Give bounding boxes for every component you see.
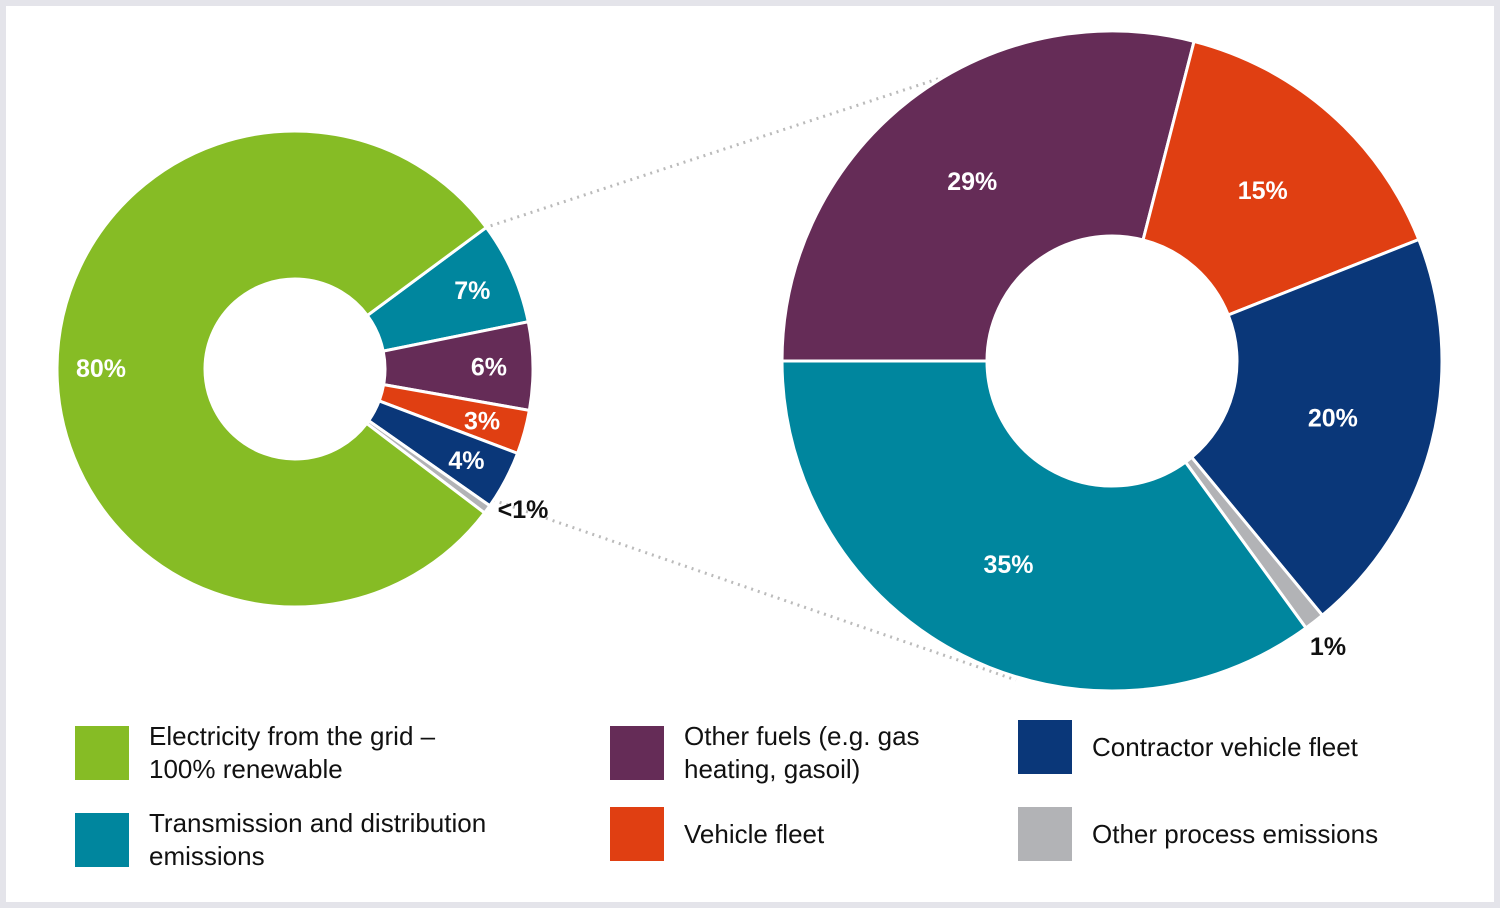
data-label-other_fuels: 29% <box>947 168 997 196</box>
slice-transmission <box>780 359 1309 693</box>
legend-swatch <box>610 726 664 780</box>
connector-line-bottom <box>492 498 1017 682</box>
legend-item-contractor: Contractor vehicle fleet <box>1018 720 1358 774</box>
legend-swatch <box>1018 807 1072 861</box>
legend-label: Contractor vehicle fleet <box>1092 731 1358 762</box>
data-label-contractor: 4% <box>448 447 484 475</box>
data-label-other_process: 1% <box>1310 633 1346 661</box>
legend-label: Other process emissions <box>1092 818 1379 849</box>
slice-vehicle_fleet <box>1141 39 1421 317</box>
legend-swatch <box>1018 720 1072 774</box>
legend-item-transmission: Transmission and distribution emissions <box>75 807 486 873</box>
data-label-vehicle_fleet: 3% <box>464 407 500 435</box>
legend-label: Vehicle fleet <box>684 818 825 849</box>
connector-line-top <box>483 66 972 230</box>
legend-swatch <box>75 726 129 780</box>
data-label-contractor: 20% <box>1308 405 1358 433</box>
data-label-vehicle_fleet: 15% <box>1238 177 1288 205</box>
data-label-other_process: <1% <box>498 496 549 524</box>
data-label-electricity: 80% <box>76 355 126 383</box>
chart-frame: 7% 6% 3% 4% <1% 80% 29% 15% 20% 1% 35% Electricity… <box>6 6 1494 902</box>
donut-charts: 7% 6% 3% 4% <1% 80% 29% 15% 20% 1% 35% <box>55 29 1444 693</box>
legend-item-vehicle-fleet: Vehicle fleet <box>610 807 824 861</box>
slice-electricity <box>55 129 489 609</box>
legend-item-electricity: Electricity from the grid – 100% renewab… <box>75 720 435 786</box>
legend-label: Other fuels (e.g. gas heating, gasoil) <box>684 721 920 784</box>
slice-other_fuels <box>780 29 1196 363</box>
legend-label: Transmission and distribution emissions <box>149 808 487 871</box>
data-label-transmission: 7% <box>454 277 490 305</box>
data-label-other_fuels: 6% <box>471 354 507 382</box>
legend-swatch <box>75 813 129 867</box>
slice-contractor <box>1189 237 1444 618</box>
data-label-transmission: 35% <box>983 551 1033 579</box>
legend-item-other-fuels: Other fuels (e.g. gas heating, gasoil) <box>610 720 920 786</box>
legend-swatch <box>610 807 664 861</box>
legend-label: Electricity from the grid – 100% renewab… <box>149 721 436 784</box>
legend-item-other-process: Other process emissions <box>1018 807 1378 861</box>
